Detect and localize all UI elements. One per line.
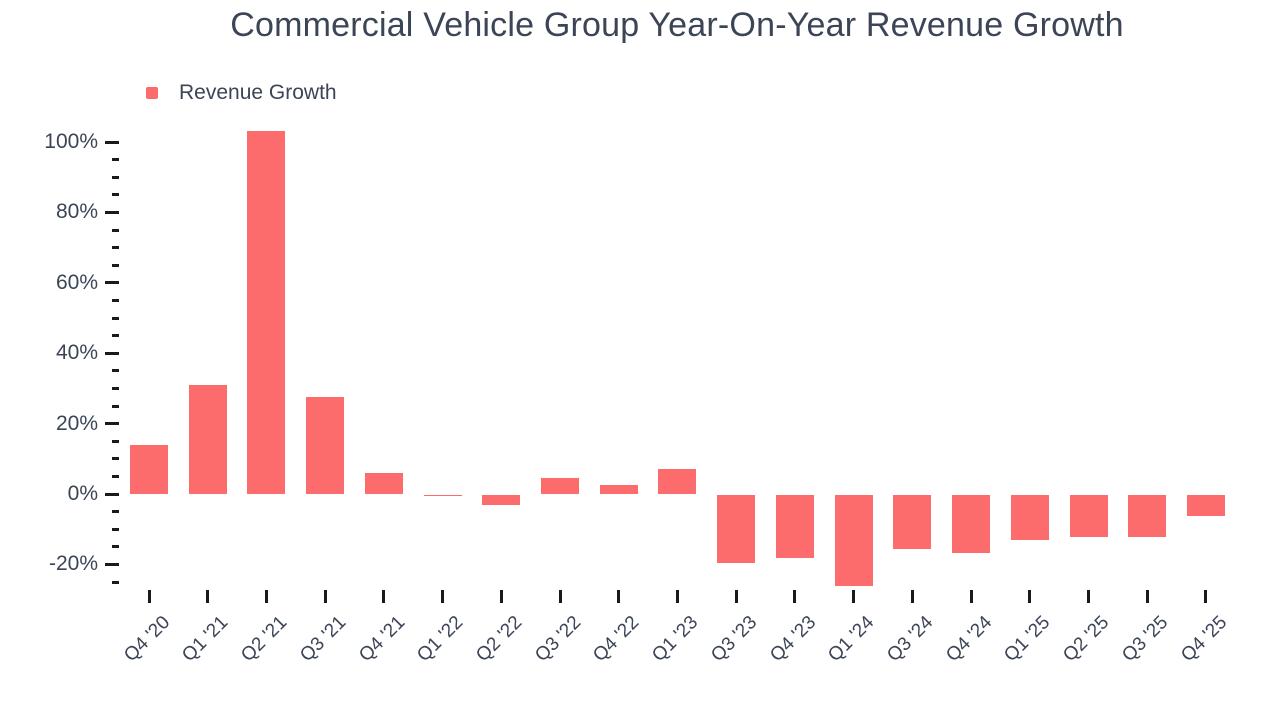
bar-q3-24[interactable] (893, 494, 932, 550)
y-axis-minor-tick (112, 263, 119, 267)
bar-q4-21[interactable] (364, 472, 403, 494)
x-axis-label: Q4 '23 (765, 612, 820, 667)
bar-q2-25[interactable] (1069, 494, 1108, 537)
y-axis-major-tick (105, 562, 119, 566)
x-axis-label: Q4 '25 (1176, 612, 1231, 667)
x-axis-label: Q4 '22 (589, 612, 644, 667)
y-axis-minor-tick (112, 580, 119, 584)
y-axis-label: 60% (55, 270, 98, 294)
y-axis-major-tick (105, 422, 119, 426)
x-axis-tick (382, 590, 386, 603)
x-axis-label: Q3 '23 (707, 612, 762, 667)
y-axis-minor-tick (112, 334, 119, 338)
y-axis-major-tick (105, 492, 119, 496)
bar-q3-25[interactable] (1128, 494, 1167, 537)
legend-label: Revenue Growth (179, 81, 337, 104)
bar-q1-22[interactable] (423, 494, 462, 497)
y-axis-minor-tick (112, 193, 119, 197)
x-axis-tick (264, 590, 268, 603)
bar-q4-24[interactable] (952, 494, 991, 553)
x-axis-label: Q2 '21 (237, 612, 292, 667)
bar-q1-25[interactable] (1010, 494, 1049, 541)
y-axis-minor-tick (112, 439, 119, 443)
y-axis-minor-tick (112, 228, 119, 232)
x-axis-tick (852, 590, 856, 603)
bar-q4-22[interactable] (599, 485, 638, 494)
y-axis-minor-tick (112, 158, 119, 162)
x-axis-tick (910, 590, 914, 603)
y-axis-minor-tick (112, 246, 119, 250)
bar-q1-23[interactable] (658, 469, 697, 494)
legend-swatch-icon (146, 87, 158, 99)
y-axis-major-tick (105, 281, 119, 285)
chart-title: Commercial Vehicle Group Year-On-Year Re… (230, 6, 1124, 44)
y-axis-major-tick (105, 351, 119, 355)
y-axis-major-tick (105, 210, 119, 214)
bar-q2-22[interactable] (482, 494, 521, 506)
bar-q3-21[interactable] (306, 397, 345, 494)
y-axis-label: 0% (67, 482, 98, 505)
x-axis-tick (617, 590, 621, 603)
x-axis-label: Q1 '25 (1000, 612, 1055, 667)
x-axis-tick (969, 590, 973, 603)
x-axis-tick (1204, 590, 1208, 603)
y-axis-minor-tick (112, 369, 119, 373)
x-axis-tick (206, 590, 210, 603)
y-axis-major-tick (105, 140, 119, 144)
bar-q4-23[interactable] (775, 494, 814, 558)
x-axis-tick (1087, 590, 1091, 603)
x-axis-label: Q1 '23 (648, 612, 703, 667)
x-axis-tick (147, 590, 151, 603)
y-axis-minor-tick (112, 457, 119, 461)
bar-q3-23[interactable] (717, 494, 756, 564)
x-axis-label: Q2 '25 (1059, 612, 1114, 667)
x-axis-label: Q4 '20 (119, 612, 174, 667)
x-axis-tick (323, 590, 327, 603)
legend-item-revenue-growth[interactable]: Revenue Growth (146, 81, 337, 105)
x-axis-label: Q2 '22 (472, 612, 527, 667)
y-axis-minor-tick (112, 298, 119, 302)
bar-q4-20[interactable] (130, 444, 168, 494)
bar-q1-24[interactable] (834, 494, 873, 587)
bar-q1-21[interactable] (188, 384, 227, 494)
x-axis-label: Q1 '22 (413, 612, 468, 667)
x-axis-tick (441, 590, 445, 603)
x-axis-tick (734, 590, 738, 603)
y-axis-label: -20% (48, 552, 98, 576)
x-axis-label: Q1 '21 (178, 612, 233, 667)
x-axis-tick (675, 590, 679, 603)
y-axis-minor-tick (112, 175, 119, 179)
y-axis-minor-tick (112, 545, 119, 549)
x-axis-label: Q3 '25 (1118, 612, 1173, 667)
x-axis-tick (1145, 590, 1149, 603)
x-axis-label: Q1 '24 (824, 612, 879, 667)
y-axis-label: 80% (55, 200, 98, 224)
x-axis-label: Q3 '21 (296, 612, 351, 667)
y-axis-minor-tick (112, 527, 119, 531)
legend: Revenue Growth (146, 81, 337, 105)
x-axis-label: Q3 '22 (530, 612, 585, 667)
y-axis-minor-tick (112, 386, 119, 390)
x-axis-label: Q3 '24 (883, 612, 938, 667)
bar-q4-25[interactable] (1186, 494, 1225, 516)
x-axis-tick (499, 590, 503, 603)
x-axis-label: Q4 '21 (354, 612, 409, 667)
y-axis-minor-tick (112, 474, 119, 478)
y-axis-label: 40% (55, 341, 98, 365)
y-axis-minor-tick (112, 510, 119, 514)
y-axis-minor-tick (112, 404, 119, 408)
x-axis-tick (793, 590, 797, 603)
x-axis-tick (558, 590, 562, 603)
y-axis-label: 100% (44, 130, 98, 153)
bar-q3-22[interactable] (541, 478, 580, 494)
y-axis-minor-tick (112, 316, 119, 320)
x-axis-tick (1028, 590, 1032, 603)
bar-q2-21[interactable] (247, 131, 286, 494)
x-axis-label: Q4 '24 (941, 612, 996, 667)
y-axis-label: 20% (55, 411, 98, 435)
